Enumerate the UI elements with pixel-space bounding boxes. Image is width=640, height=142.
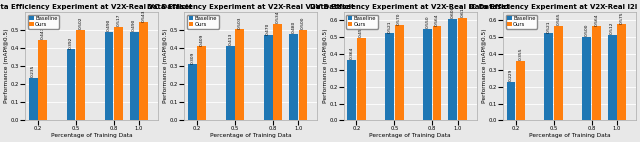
Text: 0.309: 0.309 [190, 51, 195, 64]
Text: 0.364: 0.364 [349, 47, 354, 59]
Legend: Baseline, Ours: Baseline, Ours [187, 15, 219, 29]
Bar [38, 40, 47, 120]
Text: 0.570: 0.570 [397, 12, 401, 25]
Legend: Baseline, Ours: Baseline, Ours [346, 15, 378, 29]
Bar [545, 33, 554, 120]
Text: 0.564: 0.564 [595, 13, 598, 26]
Y-axis label: Performance (mAPf@0.5): Performance (mAPf@0.5) [4, 29, 9, 103]
Title: Data Efficiency Experiment at V2X-Real IC Dataset: Data Efficiency Experiment at V2X-Real I… [310, 4, 510, 10]
Bar [114, 27, 123, 120]
Text: 0.447: 0.447 [40, 26, 45, 39]
Title: Data Efficiency Experiment at V2X-Real I2I Dataset: Data Efficiency Experiment at V2X-Real I… [468, 4, 640, 10]
Text: 0.503: 0.503 [238, 16, 242, 29]
Y-axis label: Performance (mAPf@0.5): Performance (mAPf@0.5) [163, 29, 168, 103]
Legend: Baseline, Ours: Baseline, Ours [28, 15, 60, 29]
Text: 0.502: 0.502 [79, 16, 83, 29]
Bar [76, 30, 85, 120]
Text: 0.480: 0.480 [291, 20, 296, 33]
Bar [385, 33, 394, 120]
Bar [423, 29, 432, 120]
Title: Data Efficiency Experiment at V2X-Real VC Dataset: Data Efficiency Experiment at V2X-Real V… [0, 4, 193, 10]
Bar [299, 30, 307, 120]
Text: 0.409: 0.409 [200, 33, 204, 46]
Text: 0.235: 0.235 [31, 65, 35, 77]
Text: 0.392: 0.392 [69, 36, 73, 49]
Bar [104, 32, 113, 120]
Bar [608, 35, 616, 120]
Bar [198, 46, 206, 120]
Text: 0.521: 0.521 [388, 20, 392, 33]
Text: 0.543: 0.543 [141, 9, 146, 21]
Bar [348, 60, 356, 120]
Text: 0.517: 0.517 [116, 14, 120, 26]
Bar [395, 25, 404, 120]
Bar [617, 24, 626, 120]
Text: 0.550: 0.550 [426, 15, 429, 28]
Bar [289, 34, 298, 120]
Bar [273, 24, 282, 120]
Bar [554, 26, 563, 120]
Text: 0.500: 0.500 [301, 17, 305, 29]
Text: 0.470: 0.470 [266, 22, 270, 35]
Y-axis label: Performance (mAPf@0.5): Performance (mAPf@0.5) [482, 29, 487, 103]
Text: 0.490: 0.490 [132, 19, 136, 31]
Bar [582, 37, 591, 120]
Text: 0.564: 0.564 [435, 13, 439, 26]
Text: 0.355: 0.355 [518, 48, 522, 60]
Text: 0.512: 0.512 [610, 22, 614, 34]
X-axis label: Percentage of Training Data: Percentage of Training Data [51, 133, 132, 138]
Text: 0.614: 0.614 [460, 5, 464, 17]
Text: 0.490: 0.490 [107, 19, 111, 31]
Text: 0.229: 0.229 [509, 69, 513, 81]
X-axis label: Percentage of Training Data: Percentage of Training Data [529, 133, 611, 138]
Text: 0.575: 0.575 [620, 11, 623, 24]
Bar [67, 49, 76, 120]
Title: Data Efficiency Experiment at V2X-Real V2V Dataset: Data Efficiency Experiment at V2X-Real V… [147, 4, 355, 10]
Bar [140, 22, 148, 120]
Bar [356, 38, 365, 120]
Bar [188, 64, 197, 120]
Text: 0.500: 0.500 [585, 24, 589, 36]
Bar [516, 61, 525, 120]
Text: 0.565: 0.565 [556, 13, 561, 25]
Bar [29, 78, 38, 120]
Bar [130, 32, 139, 120]
Bar [236, 29, 244, 120]
X-axis label: Percentage of Training Data: Percentage of Training Data [369, 133, 451, 138]
Text: 0.413: 0.413 [228, 33, 232, 45]
Text: 0.608: 0.608 [451, 6, 455, 18]
Bar [226, 46, 235, 120]
Bar [592, 26, 601, 120]
Bar [507, 82, 515, 120]
Bar [264, 35, 273, 120]
Bar [449, 19, 457, 120]
Text: 0.521: 0.521 [547, 20, 551, 33]
Y-axis label: Performance (mAPf@0.5): Performance (mAPf@0.5) [323, 29, 328, 103]
X-axis label: Percentage of Training Data: Percentage of Training Data [210, 133, 292, 138]
Bar [433, 26, 442, 120]
Text: 0.493: 0.493 [359, 25, 363, 37]
Bar [458, 18, 467, 120]
Legend: Baseline, Ours: Baseline, Ours [506, 15, 537, 29]
Text: 0.534: 0.534 [276, 11, 280, 23]
